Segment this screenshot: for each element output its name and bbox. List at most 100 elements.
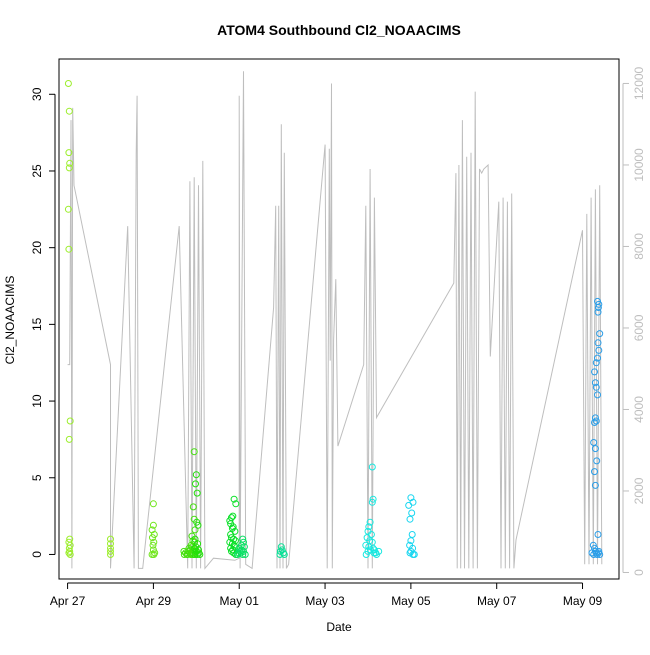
data-point	[149, 500, 157, 508]
data-point	[592, 383, 600, 391]
data-point	[107, 535, 114, 543]
data-point	[407, 537, 415, 545]
data-point	[277, 543, 285, 551]
y2-tick-label: 6000	[632, 314, 646, 341]
data-point	[107, 551, 114, 558]
data-point	[150, 551, 158, 558]
data-point	[192, 480, 199, 488]
data-point	[65, 549, 73, 557]
data-point	[150, 538, 158, 546]
y-tick-label: 15	[30, 317, 44, 331]
data-point	[180, 551, 188, 558]
data-point	[239, 551, 247, 558]
data-point	[232, 500, 240, 508]
data-point	[226, 517, 234, 525]
data-point	[592, 359, 600, 367]
data-point	[192, 471, 200, 479]
data-point	[591, 368, 598, 376]
data-point	[594, 391, 601, 399]
data-point	[366, 518, 374, 526]
chart-title: ATOM4 Southbound Cl2_NOAACIMS	[217, 22, 461, 38]
data-point	[595, 300, 603, 308]
y-axis-label: Cl2_NOAACIMS	[3, 276, 17, 365]
data-point	[591, 445, 599, 453]
data-point	[594, 531, 602, 538]
y-tick-label: 5	[30, 474, 44, 481]
y2-tick-label: 10000	[632, 148, 646, 182]
x-tick-label: Apr 27	[50, 594, 86, 608]
data-point	[365, 523, 373, 531]
y2-tick-label: 2000	[632, 477, 646, 504]
data-point	[594, 354, 601, 362]
y-tick-label: 25	[30, 164, 44, 178]
data-point	[276, 551, 284, 558]
data-point	[596, 551, 604, 558]
data-point	[594, 339, 602, 347]
data-point	[64, 205, 72, 213]
data-point	[190, 448, 198, 456]
data-point	[196, 551, 204, 558]
x-tick-label: May 07	[477, 594, 517, 608]
data-point	[595, 346, 603, 354]
data-point	[369, 495, 377, 503]
data-point	[182, 549, 190, 557]
data-point	[596, 330, 604, 338]
data-point	[189, 503, 197, 511]
data-point	[149, 541, 157, 549]
data-point	[193, 489, 201, 497]
data-point	[590, 439, 598, 446]
data-point	[368, 463, 376, 471]
x-tick-label: May 03	[305, 594, 345, 608]
data-point	[595, 547, 603, 555]
data-point	[237, 549, 245, 557]
data-point	[591, 481, 599, 489]
data-point	[234, 551, 241, 558]
data-point	[193, 551, 201, 558]
data-point	[410, 551, 418, 558]
data-point	[406, 515, 414, 523]
data-point	[408, 509, 416, 517]
data-point	[592, 417, 600, 425]
y-tick-label: 30	[30, 87, 44, 101]
data-point	[65, 435, 73, 443]
data-point	[405, 501, 413, 509]
y2-tick-label: 12000	[632, 66, 646, 100]
data-point	[107, 540, 114, 548]
data-point	[193, 518, 201, 526]
data-point	[65, 149, 73, 157]
data-point	[588, 549, 596, 557]
data-point	[594, 304, 602, 311]
data-point	[64, 80, 72, 87]
data-point	[149, 534, 156, 542]
y-tick-label: 20	[30, 241, 44, 255]
data-point	[375, 547, 383, 555]
plot-frame	[58, 58, 620, 580]
y2-tick-label: 8000	[632, 233, 646, 260]
data-point	[230, 549, 238, 557]
data-point	[230, 495, 238, 503]
y-tick-label: 0	[30, 551, 44, 558]
data-point	[149, 521, 157, 529]
x-tick-label: May 09	[563, 594, 603, 608]
data-point	[180, 547, 188, 555]
data-point	[594, 308, 602, 316]
data-point	[362, 551, 370, 558]
data-point	[591, 414, 599, 422]
plot-area: Apr 27 Apr 29 May 01 May 03 May 05 May 07 May …	[30, 58, 646, 608]
x-tick-label: May 05	[391, 594, 431, 608]
data-point	[591, 419, 598, 426]
data-point	[368, 498, 376, 506]
data-point	[65, 245, 73, 253]
x-tick-label: May 01	[220, 594, 260, 608]
data-point	[280, 551, 288, 558]
data-point	[66, 159, 74, 167]
data-point	[591, 379, 599, 387]
y2-tick-label: 0	[632, 569, 646, 576]
data-point	[66, 551, 74, 558]
data-point	[107, 547, 114, 555]
x-axis-label: Date	[326, 620, 352, 634]
data-point	[191, 544, 199, 552]
data-point	[65, 164, 73, 172]
